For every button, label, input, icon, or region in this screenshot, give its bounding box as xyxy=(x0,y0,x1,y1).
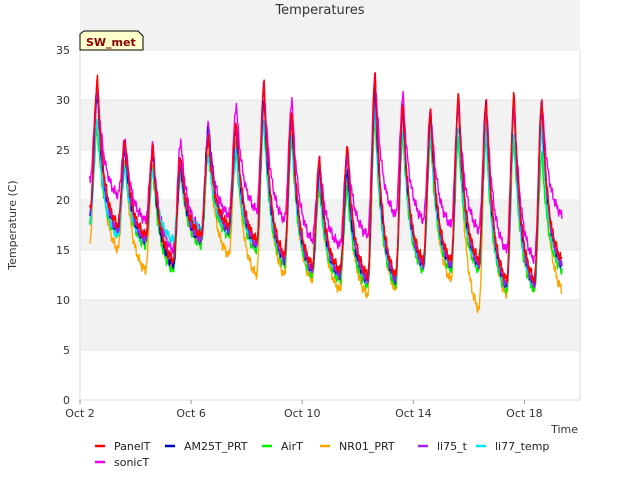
legend-label: AirT xyxy=(281,440,303,453)
grid-bands xyxy=(79,0,581,401)
y-tick-label: 0 xyxy=(63,394,70,407)
legend-item-airt: AirT xyxy=(262,440,303,453)
x-axis: Oct 2 Oct 6 Oct 10 Oct 14 Oct 18 xyxy=(65,400,543,420)
series-lines xyxy=(89,71,563,314)
grid-band xyxy=(80,200,580,250)
chart-title: Temperatures xyxy=(274,3,364,18)
legend-item-li77-temp: li77_temp xyxy=(476,440,549,453)
y-tick-label: 35 xyxy=(56,44,70,57)
legend-label: PanelT xyxy=(114,440,151,453)
series-line-panelt xyxy=(89,71,563,285)
y-tick-label: 25 xyxy=(56,144,70,157)
grid-band xyxy=(80,300,580,350)
y-tick-label: 10 xyxy=(56,294,70,307)
y-axis-label: Temperature (C) xyxy=(6,180,19,270)
y-tick-label: 20 xyxy=(56,194,70,207)
x-axis-label: Time xyxy=(550,423,578,436)
legend-label: sonicT xyxy=(114,456,150,469)
legend: PanelT AM25T_PRT AirT NR01_PRT li75_t li77_te… xyxy=(95,440,549,469)
grid-band xyxy=(80,100,580,150)
legend-item-li75-t: li75_t xyxy=(418,440,468,453)
legend-item-sonict: sonicT xyxy=(95,456,150,469)
legend-item-am25t-prt: AM25T_PRT xyxy=(165,440,248,453)
legend-item-panelt: PanelT xyxy=(95,440,151,453)
y-tick-label: 5 xyxy=(63,344,70,357)
x-tick-label: Oct 10 xyxy=(284,407,321,420)
legend-item-nr01-prt: NR01_PRT xyxy=(320,440,395,453)
x-tick-label: Oct 18 xyxy=(506,407,543,420)
x-tick-label: Oct 2 xyxy=(65,407,95,420)
legend-label: AM25T_PRT xyxy=(184,440,248,453)
legend-label: NR01_PRT xyxy=(339,440,395,453)
x-tick-label: Oct 6 xyxy=(176,407,206,420)
site-badge-label: SW_met xyxy=(86,36,136,49)
grid-band xyxy=(80,0,580,50)
legend-label: li77_temp xyxy=(495,440,549,453)
y-tick-label: 15 xyxy=(56,244,70,257)
y-tick-label: 30 xyxy=(56,94,70,107)
legend-label: li75_t xyxy=(437,440,468,453)
site-badge: SW_met xyxy=(79,30,144,51)
y-axis: 0 5 10 15 20 25 30 35 xyxy=(56,44,70,407)
x-tick-label: Oct 14 xyxy=(395,407,432,420)
